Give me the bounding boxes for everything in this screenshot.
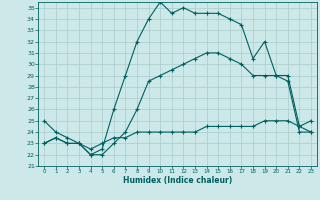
- X-axis label: Humidex (Indice chaleur): Humidex (Indice chaleur): [123, 176, 232, 185]
